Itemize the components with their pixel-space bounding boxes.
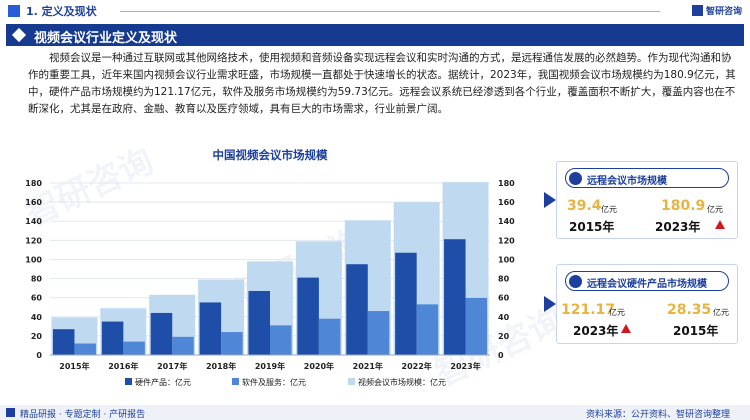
banner-title: 视频会议行业定义及现状 xyxy=(34,31,178,46)
card-left-year: 2015年 xyxy=(569,220,615,234)
x-tick-label: 2018年 xyxy=(206,361,236,371)
pointer-arrow-icon xyxy=(544,192,556,208)
bar-hardware xyxy=(395,252,417,355)
card-right-value: 180.9 xyxy=(661,198,706,214)
y-tick-label: 80 xyxy=(31,275,43,284)
card-header: 远程会议硬件产品市场规模 xyxy=(565,271,729,291)
y2-tick-label: 60 xyxy=(498,294,510,303)
bar-software xyxy=(221,332,243,355)
up-arrow-icon xyxy=(715,220,725,229)
bar-software xyxy=(74,343,96,355)
card-header: 远程会议市场规模 xyxy=(565,168,729,188)
market-size-card: 远程会议市场规模 39.4 亿元 2015年 180.9 亿元 2023年 xyxy=(556,161,738,239)
x-tick-label: 2021年 xyxy=(353,361,383,371)
card-left-unit: 亿元 xyxy=(601,205,617,214)
logo-text: 智研咨询 xyxy=(705,7,742,17)
card-left-unit: 亿元 xyxy=(609,308,625,317)
y2-tick-label: 120 xyxy=(498,236,515,245)
logo-icon xyxy=(691,5,703,16)
chart-icon xyxy=(569,275,582,288)
footer-tagline: 精品研报 · 专题定制 · 产研报告 xyxy=(20,410,146,420)
y-tick-label: 120 xyxy=(25,236,42,245)
y2-tick-label: 20 xyxy=(498,332,510,341)
card-right-value: 28.35 xyxy=(667,302,712,318)
bar-software xyxy=(318,318,341,355)
legend-label: 视频会议市场规模：亿元 xyxy=(358,377,446,387)
footer-logo-icon xyxy=(6,408,15,417)
y-tick-label: 180 xyxy=(25,179,42,188)
y2-tick-label: 100 xyxy=(498,255,515,264)
card-left-year: 2023年 xyxy=(573,324,619,338)
pointer-arrow-icon xyxy=(544,296,556,312)
x-tick-label: 2023年 xyxy=(450,361,480,371)
y2-tick-label: 0 xyxy=(498,351,504,360)
card-right-year: 2023年 xyxy=(655,220,701,234)
bar-hardware xyxy=(297,277,319,355)
y2-tick-label: 180 xyxy=(498,179,515,188)
legend-swatch xyxy=(348,378,355,385)
bar-hardware xyxy=(150,312,173,355)
card-right-unit: 亿元 xyxy=(713,308,729,317)
card-title: 远程会议硬件产品市场规模 xyxy=(587,279,707,290)
card-right-year: 2015年 xyxy=(673,324,719,338)
y-tick-label: 60 xyxy=(31,294,43,303)
legend-label: 硬件产品：亿元 xyxy=(135,377,191,387)
section-divider xyxy=(120,11,660,12)
chart-title: 中国视频会议市场规模 xyxy=(212,148,328,162)
bar-software xyxy=(367,311,390,355)
y2-tick-label: 160 xyxy=(498,198,515,207)
y-tick-label: 0 xyxy=(36,351,42,360)
bar-hardware xyxy=(101,321,124,355)
y-tick-label: 160 xyxy=(25,198,42,207)
x-tick-label: 2017年 xyxy=(157,361,187,371)
legend-swatch xyxy=(125,378,132,385)
y-tick-label: 100 xyxy=(25,255,42,264)
x-tick-label: 2020年 xyxy=(304,361,334,371)
bar-hardware xyxy=(52,329,75,355)
y-tick-label: 20 xyxy=(31,332,43,341)
bar-hardware xyxy=(346,264,368,355)
x-tick-label: 2015年 xyxy=(59,361,89,371)
x-tick-label: 2016年 xyxy=(108,361,138,371)
bar-software xyxy=(416,304,439,355)
y2-tick-label: 80 xyxy=(498,275,510,284)
footer-source: 资料来源：公开资料、智研咨询整理 xyxy=(585,410,730,420)
bar-software xyxy=(123,341,145,355)
footer-bar: 精品研报 · 专题定制 · 产研报告 资料来源：公开资料、智研咨询整理 xyxy=(0,405,750,420)
bar-hardware xyxy=(248,290,270,355)
card-right-unit: 亿元 xyxy=(707,205,723,214)
y2-tick-label: 40 xyxy=(498,313,510,322)
legend-label: 软件及服务：亿元 xyxy=(242,377,306,387)
y-tick-label: 140 xyxy=(25,217,42,226)
bar-hardware xyxy=(444,239,466,355)
market-size-chart: 0 20 40 60 80 100 120 140 160 180 0 20 40 60 80 100 120 1… xyxy=(25,179,515,387)
card-title: 远程会议市场规模 xyxy=(587,176,667,187)
title-banner: 视频会议行业定义及现状 xyxy=(6,24,744,46)
up-arrow-icon xyxy=(621,324,631,333)
intro-paragraph: 视频会议是一种通过互联网或其他网络技术，使用视频和音频设备实现远程会议和实时沟通… xyxy=(28,52,736,115)
y-tick-label: 40 xyxy=(31,313,43,322)
x-tick-label: 2022年 xyxy=(402,361,432,371)
y2-tick-label: 140 xyxy=(498,217,515,226)
hardware-market-card: 远程会议硬件产品市场规模 121.17 亿元 2023年 28.35 亿元 20… xyxy=(556,264,738,344)
legend-swatch xyxy=(232,378,239,385)
bar-software xyxy=(270,325,292,355)
bar-software xyxy=(172,336,194,355)
bar-hardware xyxy=(199,302,222,355)
card-left-value: 39.4 xyxy=(567,198,602,214)
section-icon xyxy=(8,5,20,17)
card-left-value: 121.17 xyxy=(561,302,616,318)
section-header: 1. 定义及现状 智研咨询 xyxy=(0,0,750,22)
bar-software xyxy=(465,297,488,355)
x-tick-label: 2019年 xyxy=(255,361,285,371)
brand-logo: 智研咨询 xyxy=(691,4,742,17)
chart-icon xyxy=(569,172,582,185)
section-title: 1. 定义及现状 xyxy=(26,5,97,18)
diamond-icon xyxy=(11,27,27,43)
